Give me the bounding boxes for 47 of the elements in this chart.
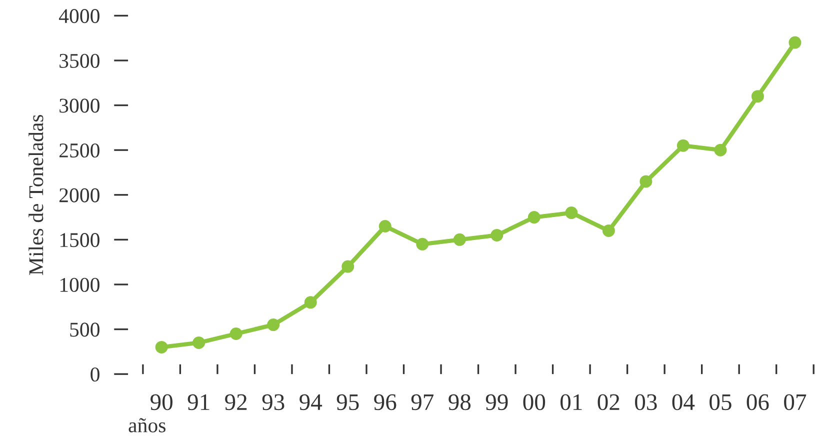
point — [192, 336, 206, 349]
y-tick-label: 3500 — [60, 54, 100, 68]
y-tick-label: 1000 — [60, 278, 100, 292]
x-tick-label: 04 — [672, 394, 695, 410]
x-tick-label: 06 — [746, 394, 769, 410]
y-tick-label: 0 — [90, 367, 100, 382]
point — [416, 238, 429, 250]
y-tick-label: 2500 — [60, 143, 100, 158]
y-tick-label: 1500 — [60, 233, 100, 248]
x-tick-label: 03 — [635, 394, 657, 410]
point — [751, 90, 764, 103]
point — [453, 233, 466, 246]
point — [267, 318, 280, 332]
x-tick-label: 98 — [448, 394, 471, 410]
x-tick-label: 91 — [188, 394, 210, 410]
point — [230, 328, 242, 340]
point — [676, 139, 690, 152]
x-tick-label: 05 — [710, 394, 732, 410]
y-tick-label: 4000 — [58, 9, 100, 24]
point — [342, 260, 354, 273]
point — [155, 340, 168, 354]
y-tick-label: 2000 — [60, 188, 100, 202]
point — [378, 220, 392, 232]
y-tick-label: 500 — [70, 322, 100, 337]
x-tick-label: 93 — [262, 394, 284, 410]
point — [714, 144, 727, 156]
point — [788, 36, 802, 49]
x-tick-label: 02 — [598, 394, 620, 410]
x-tick-label: 07 — [784, 394, 806, 410]
point — [602, 224, 615, 237]
x-tick-label: 01 — [560, 394, 582, 410]
x-tick-label: 95 — [336, 394, 359, 410]
y-tick-label: 3000 — [60, 98, 100, 113]
point — [490, 228, 504, 242]
x-tick-label: 96 — [374, 394, 396, 410]
y-axis-title: Miles de Toneladas — [28, 114, 44, 275]
x-tick-label: 99 — [486, 394, 508, 410]
x-tick-label: 00 — [523, 394, 546, 410]
point — [565, 206, 578, 220]
x-tick-label: 92 — [225, 394, 247, 410]
point — [304, 296, 317, 309]
point — [640, 175, 652, 188]
point — [528, 211, 540, 224]
x-axis-title: años — [128, 418, 166, 432]
x-tick-label: 94 — [300, 394, 322, 410]
x-tick-label: 90 — [150, 394, 172, 410]
x-tick-label: 97 — [411, 394, 434, 410]
